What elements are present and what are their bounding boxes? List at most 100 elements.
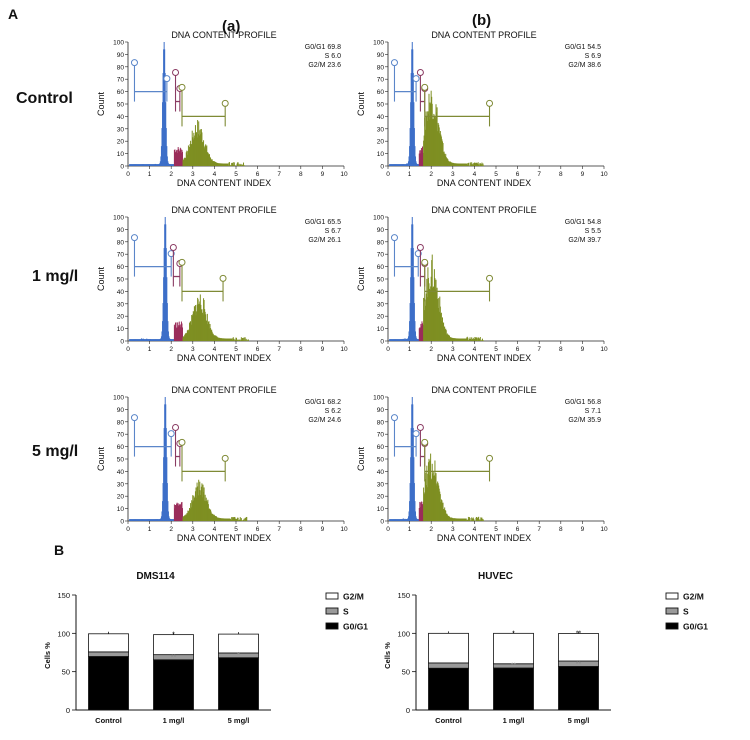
histogram-bin-g2m (464, 518, 466, 521)
histogram-bin-g0g1 (146, 519, 148, 521)
x-tick-label: 9 (321, 171, 325, 178)
histogram-bin-g0g1 (395, 519, 397, 521)
histogram-bin-g0g1 (159, 161, 161, 166)
histogram-bin-g2m (459, 518, 461, 521)
y-tick-label: 100 (397, 629, 410, 638)
histogram-5mg-b: DNA CONTENT PROFILE010203040506070809010… (356, 385, 608, 543)
histogram-bin-s (178, 149, 180, 166)
histogram-bin-g2m (210, 330, 212, 341)
histogram-bin-g2m (473, 339, 475, 341)
histogram-bin-g2m (448, 335, 450, 341)
histogram-bin-g2m (471, 162, 473, 166)
histogram-bin-g2m (445, 510, 447, 521)
histogram-bin-g2m (423, 297, 425, 341)
histogram-bin-g2m (449, 337, 451, 341)
histogram-bin-g0g1 (162, 483, 164, 521)
y-tick-label: 90 (117, 52, 125, 59)
histogram-bin-g0g1 (394, 339, 396, 341)
gate-handle-g0g1 (167, 250, 175, 258)
histogram-bin-g0g1 (138, 519, 140, 521)
histogram-bin-g0g1 (137, 519, 139, 521)
histogram-bin-g2m (241, 337, 243, 341)
histogram-bin-g2m (221, 163, 223, 166)
histogram-bin-g0g1 (392, 519, 394, 521)
histogram-bin-g2m (218, 337, 220, 341)
x-tick-label: 9 (581, 171, 585, 178)
histogram-bin-s (176, 502, 178, 521)
histogram-bin-g2m (189, 507, 191, 521)
histogram-bin-g0g1 (136, 519, 138, 521)
histogram-bin-g2m (183, 516, 185, 521)
histogram-bin-g2m (423, 135, 425, 166)
histogram-bin-g2m (187, 510, 189, 521)
histogram-bin-g2m (456, 338, 458, 341)
histogram-bin-g0g1 (145, 519, 147, 521)
x-tick-label: 9 (581, 526, 585, 533)
histogram-bin-g2m (226, 518, 228, 521)
histogram-bin-s (422, 501, 424, 521)
x-tick-label: 3 (451, 346, 455, 353)
histogram-bin-g0g1 (409, 501, 411, 521)
histogram-bin-g2m (189, 323, 191, 341)
histogram-bin-g0g1 (171, 164, 173, 166)
histogram-bin-g2m (186, 150, 188, 166)
histogram-bin-g2m (461, 518, 463, 521)
histogram-bin-g2m (243, 165, 245, 166)
histogram-bin-g2m (223, 338, 225, 341)
histogram-bin-g2m (430, 276, 432, 341)
histogram-bin-g0g1 (398, 164, 400, 166)
y-tick-label: 60 (377, 264, 385, 271)
gate-handle-s (416, 244, 424, 252)
x-tick-label: 4 (213, 526, 217, 533)
histogram-bin-g2m (236, 337, 237, 341)
x-tick-label: 1 (148, 526, 152, 533)
histogram-bin-g2m (239, 519, 241, 521)
y-tick-label: 20 (117, 494, 125, 501)
y-tick-label: 30 (377, 126, 385, 133)
histogram-bin-g2m (187, 329, 189, 341)
histogram-bin-g0g1 (413, 303, 415, 341)
histogram-bin-g0g1 (169, 338, 171, 341)
histogram-bin-g2m (219, 337, 221, 341)
histogram-bin-g2m (245, 517, 247, 521)
histogram-bin-g0g1 (132, 339, 134, 341)
histogram-bin-g2m (197, 495, 199, 521)
histogram-bin-g2m (426, 487, 428, 521)
histogram-bin-g0g1 (396, 339, 398, 341)
histogram-bin-g2m (424, 492, 426, 521)
histogram-bin-g2m (429, 119, 431, 166)
histogram-bin-g0g1 (132, 164, 134, 166)
y-tick-label: 70 (117, 252, 125, 259)
histogram-bin-g0g1 (145, 519, 147, 521)
histogram-bin-g2m (229, 518, 231, 521)
histogram-bin-g0g1 (400, 339, 402, 341)
histogram-bin-g2m (440, 313, 442, 341)
histogram-bin-g2m (184, 515, 186, 521)
histogram-control-a: DNA CONTENT PROFILE010203040506070809010… (96, 30, 348, 188)
histogram-bin-g0g1 (169, 518, 171, 521)
histogram-bin-g0g1 (412, 73, 414, 166)
y-tick-label: 0 (380, 164, 384, 171)
x-tick-label: 1 mg/l (163, 716, 185, 725)
histogram-bin-g0g1 (389, 164, 391, 166)
histogram-bin-g2m (205, 146, 207, 166)
y-tick-label: 0 (380, 339, 384, 346)
histogram-bin-g2m (470, 164, 472, 166)
histogram-bin-g2m (426, 111, 428, 166)
histogram-bin-g2m (190, 324, 192, 341)
histogram-bin-g0g1 (149, 339, 151, 341)
histogram-bin-g2m (446, 158, 448, 166)
histogram-bin-g0g1 (172, 519, 174, 521)
x-tick-label: 8 (299, 526, 303, 533)
histogram-bin-g2m (199, 135, 201, 166)
histogram-bin-g0g1 (413, 128, 415, 166)
histogram-bin-g0g1 (397, 339, 399, 341)
histogram-bin-g2m (187, 151, 189, 166)
histogram-bin-g2m (483, 520, 485, 521)
histogram-bin-g0g1 (145, 164, 147, 166)
y-tick-label: 60 (117, 89, 125, 96)
histogram-bin-g0g1 (417, 164, 419, 166)
histogram-bin-g2m (238, 520, 240, 521)
bar-segment-g0g1 (218, 657, 259, 711)
histogram-bin-g0g1 (151, 519, 153, 521)
